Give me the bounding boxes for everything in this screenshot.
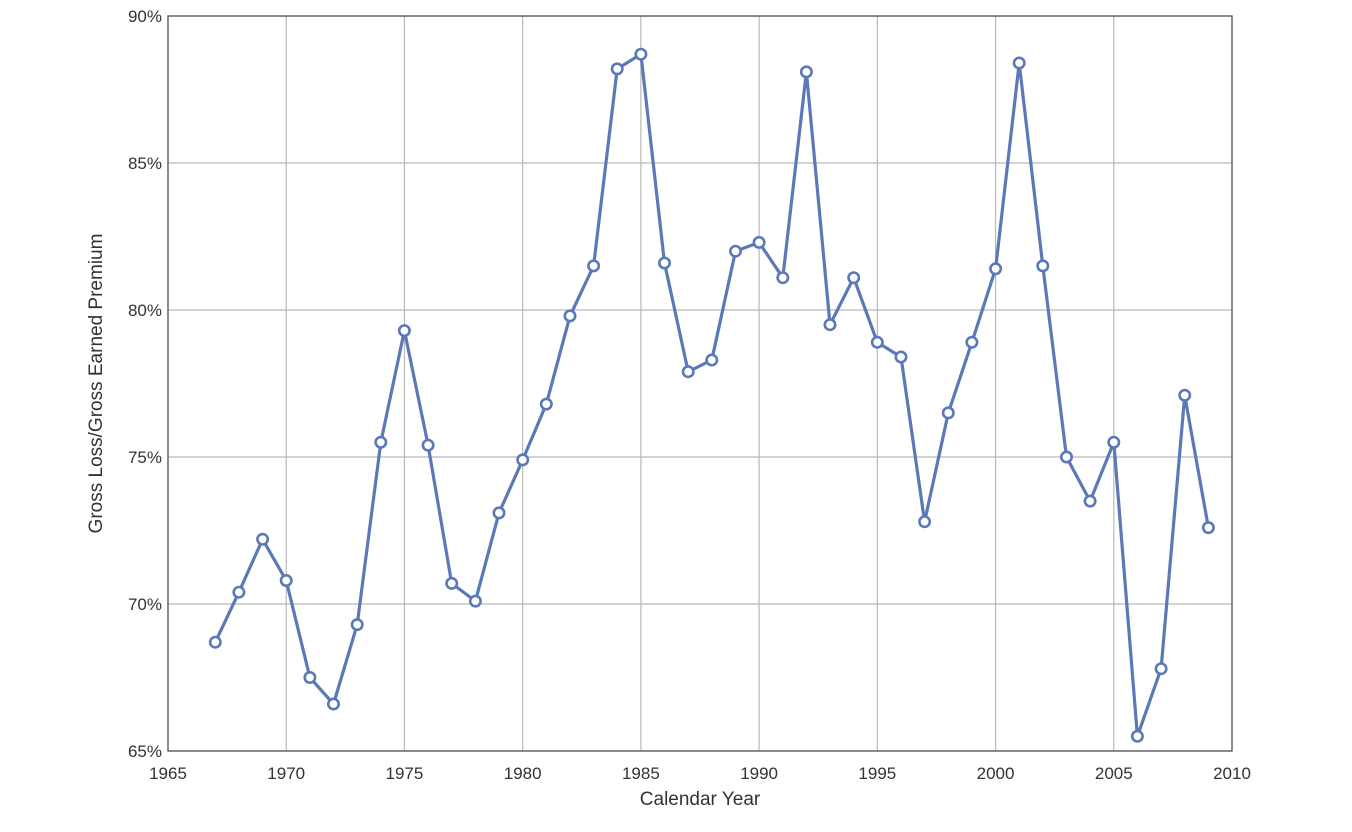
data-point-1973 xyxy=(350,618,364,632)
data-point-1971 xyxy=(303,670,317,684)
data-point-1978 xyxy=(468,594,482,608)
data-point-2007 xyxy=(1154,662,1168,676)
data-point-1980 xyxy=(516,453,530,467)
data-point-2008 xyxy=(1178,388,1192,402)
data-point-1985 xyxy=(634,47,648,61)
data-point-1981 xyxy=(539,397,553,411)
axis-ticks: 1965 1970 1975 1980 1985 1990 1995 2000 2005 2010… xyxy=(128,7,1251,783)
data-point-1992 xyxy=(799,65,813,79)
data-point-1988 xyxy=(705,353,719,367)
data-point-1977 xyxy=(445,576,459,590)
data-point-1995 xyxy=(870,335,884,349)
data-point-1996 xyxy=(894,350,908,364)
x-tick-label: 1980 xyxy=(504,764,542,783)
x-tick-label: 1965 xyxy=(149,764,187,783)
data-point-1974 xyxy=(374,435,388,449)
data-point-1976 xyxy=(421,438,435,452)
x-tick-label: 1995 xyxy=(858,764,896,783)
y-tick-label: 70% xyxy=(128,595,162,614)
y-tick-label: 75% xyxy=(128,448,162,467)
y-tick-label: 90% xyxy=(128,7,162,26)
data-point-1983 xyxy=(587,259,601,273)
data-point-1997 xyxy=(918,515,932,529)
x-tick-label: 1990 xyxy=(740,764,778,783)
y-axis-title: Gross Loss/Gross Earned Premium xyxy=(86,234,107,534)
data-point-1986 xyxy=(657,256,671,270)
y-tick-label: 65% xyxy=(128,742,162,761)
data-point-1984 xyxy=(610,62,624,76)
data-point-2001 xyxy=(1012,56,1026,70)
data-point-1989 xyxy=(728,244,742,258)
data-point-1972 xyxy=(326,697,340,711)
y-tick-label: 85% xyxy=(128,154,162,173)
data-point-2005 xyxy=(1107,435,1121,449)
plot-frame xyxy=(167,15,1233,752)
data-point-2003 xyxy=(1060,450,1074,464)
data-point-2006 xyxy=(1130,729,1144,743)
x-tick-label: 1975 xyxy=(386,764,424,783)
data-point-2009 xyxy=(1201,521,1215,535)
data-point-2004 xyxy=(1083,494,1097,508)
data-point-2000 xyxy=(989,262,1003,276)
data-point-1970 xyxy=(279,573,293,587)
data-point-1998 xyxy=(941,406,955,420)
x-tick-label: 1985 xyxy=(622,764,660,783)
x-tick-label: 2005 xyxy=(1095,764,1133,783)
data-point-1990 xyxy=(752,235,766,249)
data-point-1968 xyxy=(232,585,246,599)
series-line xyxy=(213,52,1211,738)
data-point-1994 xyxy=(847,271,861,285)
series xyxy=(208,47,1215,743)
y-tick-label: 80% xyxy=(128,301,162,320)
data-point-1982 xyxy=(563,309,577,323)
x-tick-label: 2010 xyxy=(1213,764,1251,783)
x-tick-label: 1970 xyxy=(267,764,305,783)
data-point-2002 xyxy=(1036,259,1050,273)
grid xyxy=(167,15,1233,752)
data-point-1979 xyxy=(492,506,506,520)
data-point-1991 xyxy=(776,271,790,285)
data-point-1975 xyxy=(397,324,411,338)
data-point-1993 xyxy=(823,318,837,332)
x-axis-title: Calendar Year xyxy=(640,789,761,810)
data-point-1987 xyxy=(681,365,695,379)
data-point-1967 xyxy=(208,635,222,649)
data-point-1969 xyxy=(256,532,270,546)
x-tick-label: 2000 xyxy=(977,764,1015,783)
data-point-1999 xyxy=(965,335,979,349)
